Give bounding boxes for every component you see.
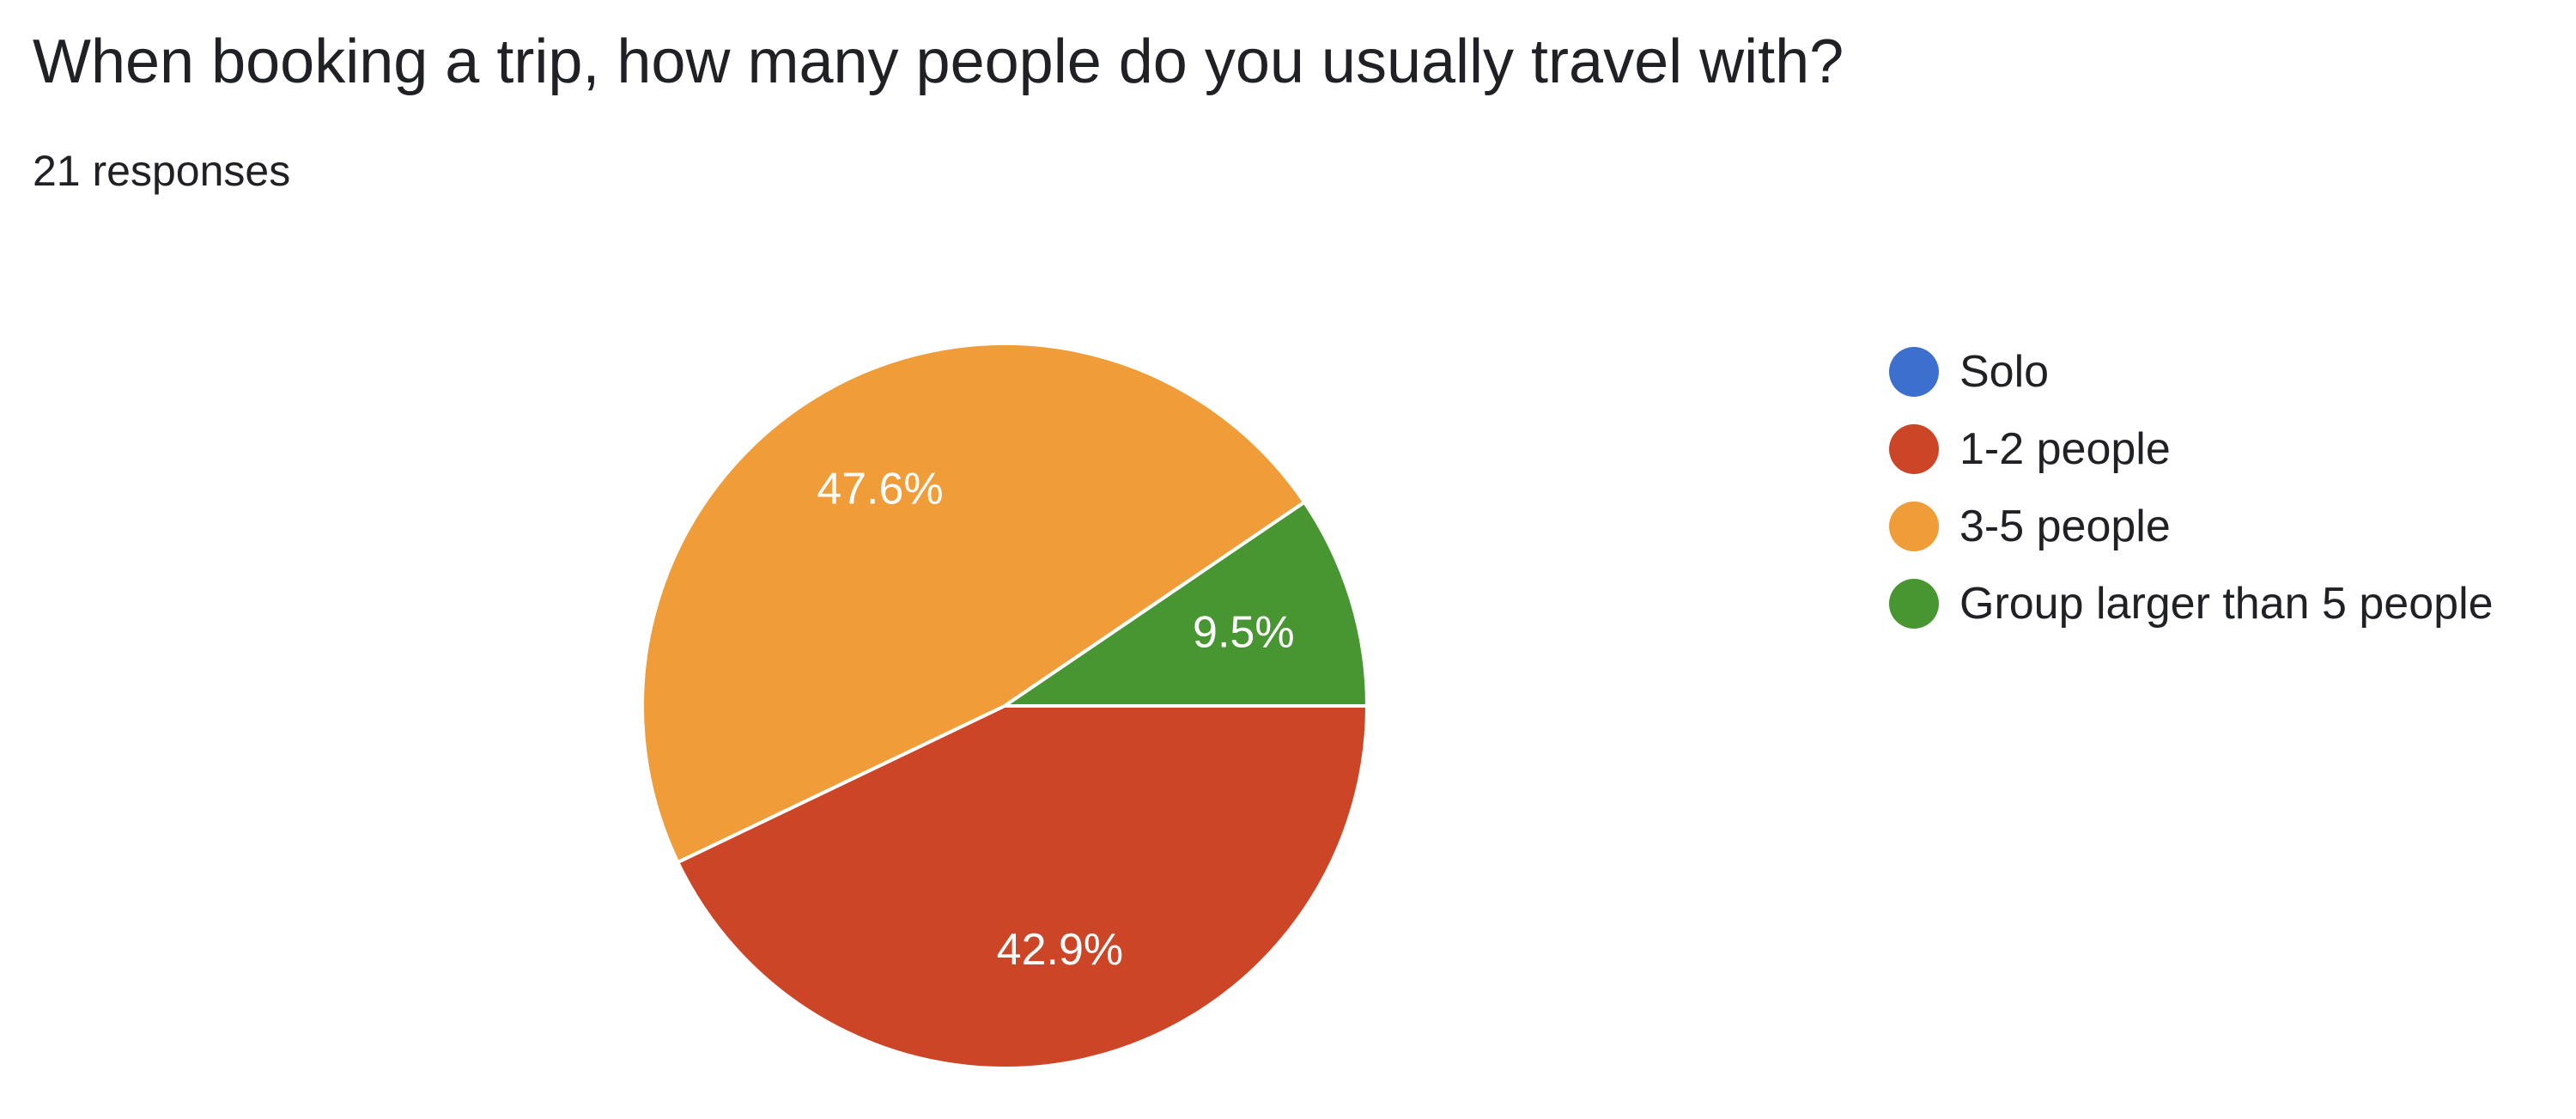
- legend-label-solo: Solo: [1959, 347, 2050, 397]
- legend-item-group-larger-than-5[interactable]: Group larger than 5 people: [1889, 565, 2494, 642]
- pie-slice-3-5-people[interactable]: [641, 342, 1307, 865]
- pie-slice-group-larger-than-5-people[interactable]: [1003, 500, 1369, 708]
- legend-item-3-5-people[interactable]: 3-5 people: [1889, 488, 2494, 565]
- legend-item-solo[interactable]: Solo: [1889, 333, 2494, 411]
- pie-slice-labels: 42.9% 47.6% 9.5%: [817, 465, 1294, 975]
- pie-label-1-2-people: 42.9%: [997, 925, 1123, 975]
- legend-swatch-group-larger-than-5: [1889, 579, 1939, 629]
- question-title: When booking a trip, how many people do …: [33, 27, 1844, 96]
- legend-swatch-1-2-people: [1889, 424, 1939, 474]
- legend-label-1-2-people: 1-2 people: [1959, 424, 2171, 474]
- pie-slice-1-2-people[interactable]: [676, 704, 1369, 1070]
- response-count: 21 responses: [33, 147, 291, 195]
- legend-swatch-3-5-people: [1889, 502, 1939, 551]
- chart-legend: Solo 1-2 people 3-5 people Group larger …: [1889, 333, 2494, 642]
- legend-item-1-2-people[interactable]: 1-2 people: [1889, 411, 2494, 488]
- legend-label-group-larger-than-5: Group larger than 5 people: [1959, 579, 2494, 629]
- pie-label-3-5-people: 47.6%: [817, 465, 943, 514]
- pie-label-group-larger-than-5-people: 9.5%: [1193, 607, 1295, 657]
- legend-swatch-solo: [1889, 347, 1939, 397]
- legend-label-3-5-people: 3-5 people: [1959, 502, 2171, 551]
- pie-slices: [641, 342, 1369, 1070]
